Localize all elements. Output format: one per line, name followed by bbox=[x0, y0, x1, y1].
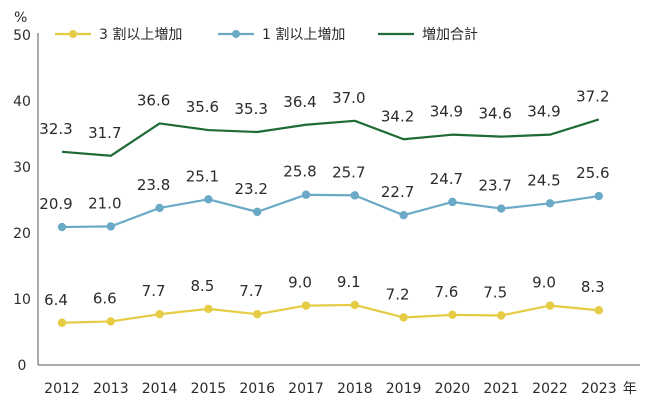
y-tick-label: 0 bbox=[18, 358, 27, 374]
data-label: 7.7 bbox=[239, 282, 263, 300]
data-point bbox=[301, 301, 311, 310]
x-tick-label: 2021 bbox=[483, 381, 519, 397]
x-tick-label: 2015 bbox=[191, 381, 227, 397]
data-point bbox=[497, 311, 506, 320]
x-tick-label: 2020 bbox=[435, 381, 471, 397]
series-group: 20.9 21.0 23.8 25.1 23.2 25.8 25.7 22.7 24.7 23.7… bbox=[39, 163, 610, 232]
data-point bbox=[106, 222, 116, 231]
data-label: 34.9 bbox=[527, 103, 560, 121]
data-point bbox=[350, 300, 359, 310]
data-point bbox=[253, 207, 262, 217]
data-point bbox=[399, 210, 408, 220]
y-tick-label: 30 bbox=[13, 160, 31, 176]
x-tick-label: 2014 bbox=[142, 381, 178, 397]
series-line bbox=[61, 193, 599, 229]
y-tick-label: 20 bbox=[13, 226, 31, 242]
data-point bbox=[594, 191, 603, 201]
y-axis-unit-label: % bbox=[14, 10, 27, 26]
data-label: 8.3 bbox=[581, 278, 605, 296]
data-label: 9.0 bbox=[288, 274, 312, 292]
data-label: 23.8 bbox=[137, 176, 170, 194]
x-axis-unit-label: 年 bbox=[623, 381, 637, 397]
data-label: 8.5 bbox=[190, 277, 214, 295]
data-point bbox=[350, 191, 359, 200]
series-layer: 6.4 6.6 7.7 8.5 7.7 9.0 9.1 7.2 7.6 7.5 9.0 8.3 20.9… bbox=[39, 87, 610, 327]
data-point bbox=[57, 222, 67, 232]
data-label: 35.6 bbox=[186, 98, 219, 116]
data-point bbox=[545, 301, 555, 310]
data-label: 25.7 bbox=[332, 163, 365, 181]
data-label: 32.3 bbox=[39, 120, 72, 138]
data-point bbox=[253, 309, 262, 319]
data-point bbox=[57, 318, 67, 327]
data-label: 24.5 bbox=[527, 171, 560, 189]
x-tick-label: 2018 bbox=[337, 381, 373, 397]
data-label: 35.3 bbox=[234, 100, 267, 118]
data-label: 20.9 bbox=[39, 195, 72, 213]
legend-label: 3 割以上増加 bbox=[99, 26, 182, 43]
data-label: 9.0 bbox=[532, 274, 556, 292]
y-tick-label: 40 bbox=[13, 94, 31, 110]
data-label: 7.2 bbox=[386, 285, 410, 303]
data-point bbox=[155, 309, 164, 319]
data-label: 21.0 bbox=[88, 194, 121, 212]
series-line bbox=[61, 303, 599, 324]
data-point bbox=[594, 306, 603, 315]
data-label: 6.4 bbox=[44, 291, 68, 309]
data-point bbox=[204, 195, 213, 204]
data-label: 24.7 bbox=[430, 170, 463, 188]
data-label: 34.2 bbox=[381, 107, 414, 125]
data-point bbox=[448, 310, 457, 320]
x-tick-label: 2022 bbox=[532, 381, 568, 397]
data-label: 34.9 bbox=[430, 103, 463, 121]
legend-item: 1 割以上増加 bbox=[218, 26, 345, 43]
x-tick-label: 2016 bbox=[239, 381, 275, 397]
data-point bbox=[204, 304, 213, 314]
x-tick-label: 2019 bbox=[386, 381, 422, 397]
legend: 3 割以上増加 1 割以上増加 増加合計 bbox=[55, 26, 478, 43]
data-label: 36.6 bbox=[137, 91, 170, 109]
x-tick-label: 2017 bbox=[288, 381, 324, 397]
series-group: 32.3 31.7 36.6 35.6 35.3 36.4 37.0 34.2 34.9 34.6… bbox=[39, 87, 610, 157]
x-tick-label: 2023 bbox=[581, 381, 617, 397]
data-point bbox=[301, 190, 311, 199]
y-tick-label: 10 bbox=[13, 292, 31, 308]
data-label: 25.8 bbox=[283, 163, 316, 181]
data-point bbox=[106, 317, 116, 326]
legend-label: 増加合計 bbox=[422, 27, 478, 43]
data-point bbox=[545, 199, 555, 208]
data-label: 22.7 bbox=[381, 183, 414, 201]
data-label: 37.2 bbox=[576, 87, 609, 105]
data-label: 6.6 bbox=[93, 289, 117, 307]
legend-item: 3 割以上増加 bbox=[55, 26, 182, 43]
data-label: 7.6 bbox=[434, 283, 458, 301]
data-label: 7.5 bbox=[483, 284, 507, 302]
legend-marker-swatch bbox=[69, 30, 77, 38]
legend-marker-swatch bbox=[232, 30, 240, 38]
data-point bbox=[399, 313, 408, 322]
x-axis-ticks: 2012 2013 2014 2015 2016 2017 2018 2019 2020 2021… bbox=[44, 381, 616, 397]
data-label: 31.7 bbox=[88, 124, 121, 142]
data-label: 23.2 bbox=[234, 180, 267, 198]
data-label: 25.6 bbox=[576, 164, 609, 182]
data-label: 7.7 bbox=[142, 282, 166, 300]
legend-item: 増加合計 bbox=[378, 27, 478, 43]
data-label: 23.7 bbox=[478, 177, 511, 195]
data-label: 34.6 bbox=[478, 105, 511, 123]
data-label: 36.4 bbox=[283, 93, 316, 111]
x-tick-label: 2012 bbox=[44, 381, 80, 397]
x-tick-label: 2013 bbox=[93, 381, 129, 397]
data-label: 9.1 bbox=[337, 273, 361, 291]
data-label: 37.0 bbox=[332, 89, 365, 107]
series-group: 6.4 6.6 7.7 8.5 7.7 9.0 9.1 7.2 7.6 7.5 9.0 8.3 bbox=[44, 273, 605, 327]
y-axis-ticks: 0 10 20 30 40 50 bbox=[13, 28, 31, 374]
y-tick-label: 50 bbox=[13, 28, 31, 44]
data-label: 25.1 bbox=[186, 167, 219, 185]
data-point bbox=[497, 204, 506, 213]
data-point bbox=[155, 203, 164, 213]
legend-label: 1 割以上増加 bbox=[262, 26, 345, 43]
series-line bbox=[61, 118, 600, 157]
data-point bbox=[448, 197, 457, 207]
